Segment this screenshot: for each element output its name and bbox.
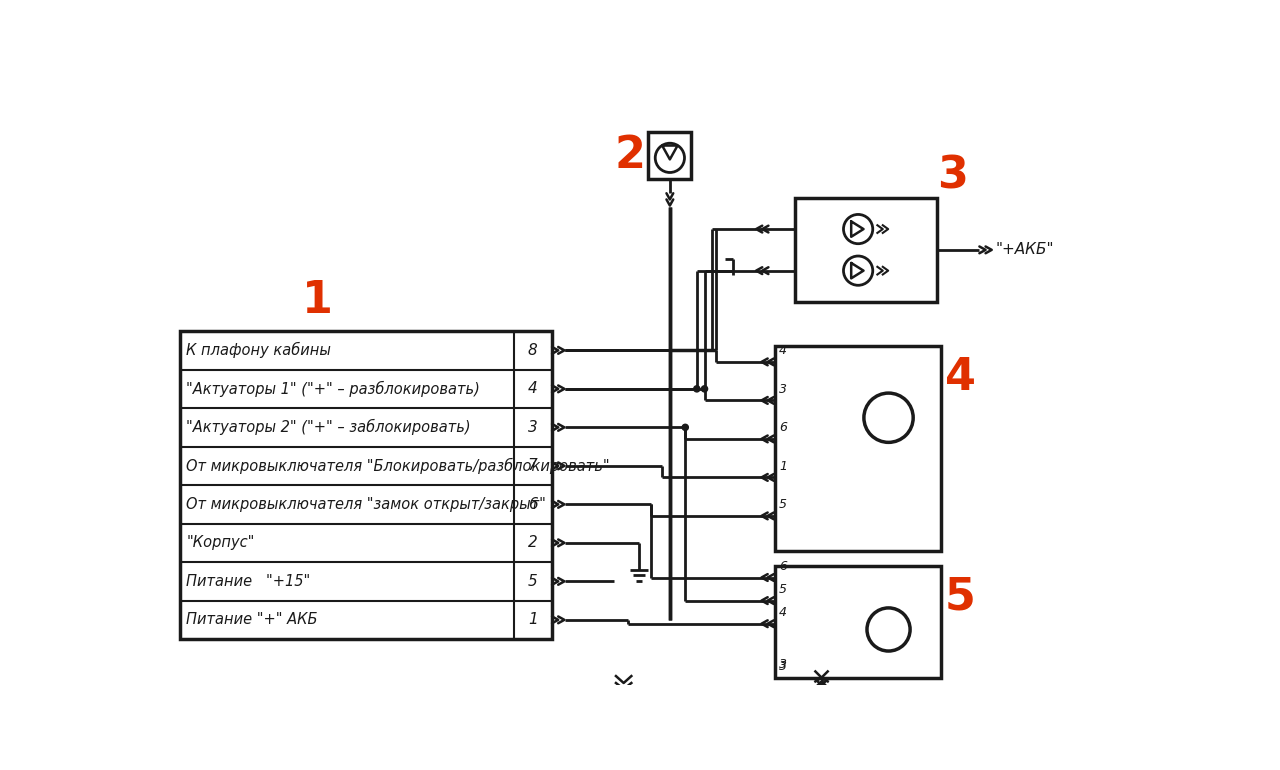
Text: "Актуаторы 1" ("+" – разблокировать): "Актуаторы 1" ("+" – разблокировать) [187,381,480,397]
Circle shape [701,386,708,392]
Text: 3: 3 [937,155,968,198]
Text: 5: 5 [945,575,975,618]
Text: 1: 1 [302,279,333,322]
Text: 4: 4 [945,356,975,399]
Text: 8: 8 [527,343,538,358]
Circle shape [682,424,689,430]
Text: 3: 3 [780,658,787,671]
Bar [180,331,552,639]
Text: 2: 2 [614,134,645,177]
Text: От микровыключателя "замок открыт/закрыт": От микровыключателя "замок открыт/закрыт… [187,497,547,512]
Text: 6: 6 [780,560,787,573]
Text: 2: 2 [527,535,538,551]
Bar [795,198,937,302]
Text: 3: 3 [780,383,787,396]
Text: 5: 5 [527,574,538,589]
Text: "Актуаторы 2" ("+" – заблокировать): "Актуаторы 2" ("+" – заблокировать) [187,420,471,435]
Text: 4: 4 [527,381,538,397]
Text: "+АКБ": "+АКБ" [996,243,1053,257]
Text: 1: 1 [527,612,538,628]
Text: 3: 3 [527,420,538,435]
Text: 7: 7 [527,458,538,474]
Text: 5: 5 [780,498,787,511]
Text: От микровыключателя "Блокировать/разблокировать": От микровыключателя "Блокировать/разблок… [187,458,611,474]
Text: 4: 4 [780,606,787,619]
Bar [776,346,941,551]
Text: 1: 1 [780,460,787,473]
Text: Питание "+" АКБ: Питание "+" АКБ [187,612,317,628]
Text: 6: 6 [780,421,787,434]
Text: Питание   "+15": Питание "+15" [187,574,311,589]
Text: "Корпус": "Корпус" [187,535,255,551]
Text: 4: 4 [780,344,787,357]
Bar [648,132,691,179]
Circle shape [694,386,700,392]
Text: К плафону кабины: К плафону кабины [187,343,332,358]
Text: 5: 5 [780,583,787,596]
Text: 6: 6 [527,497,538,512]
Text: 3: 3 [780,660,787,673]
Bar [776,566,941,678]
